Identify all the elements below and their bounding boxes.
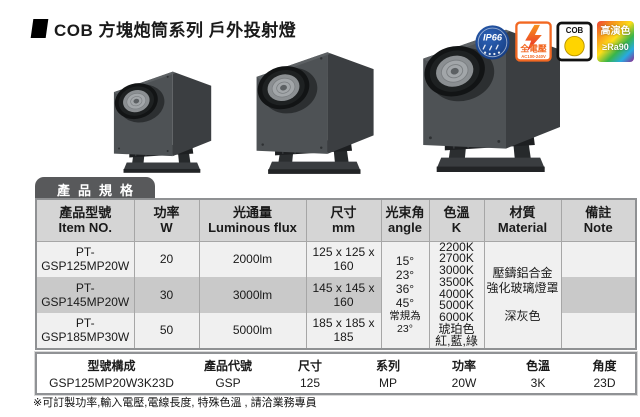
- model-value: 125: [270, 375, 350, 394]
- spec-row-1: PT-GSP125MP20W 20 2000lm 125 x 125 x 160…: [36, 241, 636, 349]
- customization-footnote: ※可訂製功率,輸入電壓,電線長度, 特殊色溫 , 請洽業務專員: [33, 397, 317, 409]
- model-header: 型號構成: [36, 353, 186, 375]
- product-photo-small: [109, 71, 212, 174]
- model-header: 功率: [426, 353, 502, 375]
- high-cri-label: 高演色: [600, 26, 631, 37]
- spec-row-3: PT-GSP185MP30W 50 5000lm 185 x 185 x 185: [36, 312, 636, 349]
- col-header-size: 尺寸 mm: [305, 199, 381, 242]
- svg-text:AC100-240V: AC100-240V: [521, 54, 546, 59]
- power-cell: 20: [133, 241, 199, 277]
- flux-cell: 2000lm: [198, 241, 306, 277]
- note-cell: [560, 241, 636, 277]
- product-photo-medium: [251, 51, 375, 175]
- spec-row-2: PT-GSP145MP20W 30 3000lm 145 x 145 x 160: [36, 276, 636, 313]
- material-cell: 壓鑄鋁合金 強化玻璃燈罩 深灰色: [483, 241, 561, 349]
- col-header-cct: 色溫 K: [428, 199, 484, 242]
- size-cell: 145 x 145 x 160: [305, 276, 381, 313]
- page-title: COB 方塊炮筒系列 戶外投射燈: [54, 21, 297, 40]
- spec-section-tab: 產品規格: [35, 177, 156, 198]
- model-header: 產品代號: [186, 353, 270, 375]
- model-value: 3K: [502, 375, 574, 394]
- svg-text:全電壓: 全電壓: [519, 43, 547, 54]
- size-cell: 185 x 185 x 185: [305, 312, 381, 349]
- ip66-icon: IP66: [474, 21, 511, 62]
- model-table-header-row: 型號構成 產品代號 尺寸 系列 功率 色溫 角度: [36, 353, 636, 375]
- col-header-note: 備註 Note: [560, 199, 636, 242]
- flux-cell: 5000lm: [198, 312, 306, 349]
- model-value: 23D: [574, 375, 636, 394]
- beam-angle-cell: 15° 23° 36° 45° 常規為23°: [380, 241, 429, 349]
- flux-cell: 3000lm: [198, 276, 306, 313]
- power-cell: 30: [133, 276, 199, 313]
- item-no-cell: PT-GSP125MP20W: [36, 241, 134, 277]
- note-cell: [560, 312, 636, 349]
- note-cell: [560, 276, 636, 313]
- item-no-cell: PT-GSP145MP20W: [36, 276, 134, 313]
- col-header-angle: 光束角 angle: [380, 199, 429, 242]
- cct-cell: 2200K 2700K 3000K 3500K 4000K 5000K 6000…: [428, 241, 484, 349]
- certification-badges: IP66 全電壓 AC100-240V: [474, 21, 634, 62]
- model-number-table: 型號構成 產品代號 尺寸 系列 功率 色溫 角度 GSP125MP20W3K23…: [34, 351, 638, 396]
- high-cri-value: ≥Ra90: [602, 42, 629, 52]
- power-cell: 50: [133, 312, 199, 349]
- model-header: 尺寸: [270, 353, 350, 375]
- model-table-value-row: GSP125MP20W3K23D GSP 125 MP 20W 3K 23D: [36, 375, 636, 394]
- cob-icon: COB: [556, 21, 593, 62]
- high-cri-icon: 高演色 ≥Ra90: [597, 21, 634, 62]
- col-header-flux: 光通量 Luminous flux: [198, 199, 306, 242]
- model-value: 20W: [426, 375, 502, 394]
- model-value: MP: [350, 375, 426, 394]
- col-header-item-no: 產品型號 Item NO.: [36, 199, 134, 242]
- spec-table: 產品型號 Item NO. 功率 W 光通量 Luminous flux 尺寸 mm 光…: [35, 198, 637, 350]
- col-header-power: 功率 W: [133, 199, 199, 242]
- model-value: GSP: [186, 375, 270, 394]
- item-no-cell: PT-GSP185MP30W: [36, 312, 134, 349]
- svg-text:IP66: IP66: [483, 33, 503, 43]
- size-cell: 125 x 125 x 160: [305, 241, 381, 277]
- model-header: 色溫: [502, 353, 574, 375]
- page-title-row: COB 方塊炮筒系列 戶外投射燈: [30, 16, 297, 41]
- model-header: 角度: [574, 353, 636, 375]
- full-voltage-icon: 全電壓 AC100-240V: [515, 21, 552, 62]
- model-header: 系列: [350, 353, 426, 375]
- spec-header-row: 產品型號 Item NO. 功率 W 光通量 Luminous flux 尺寸 mm 光…: [36, 199, 636, 242]
- model-value: GSP125MP20W3K23D: [36, 375, 186, 394]
- col-header-material: 材質 Material: [483, 199, 561, 242]
- svg-text:COB: COB: [566, 26, 584, 35]
